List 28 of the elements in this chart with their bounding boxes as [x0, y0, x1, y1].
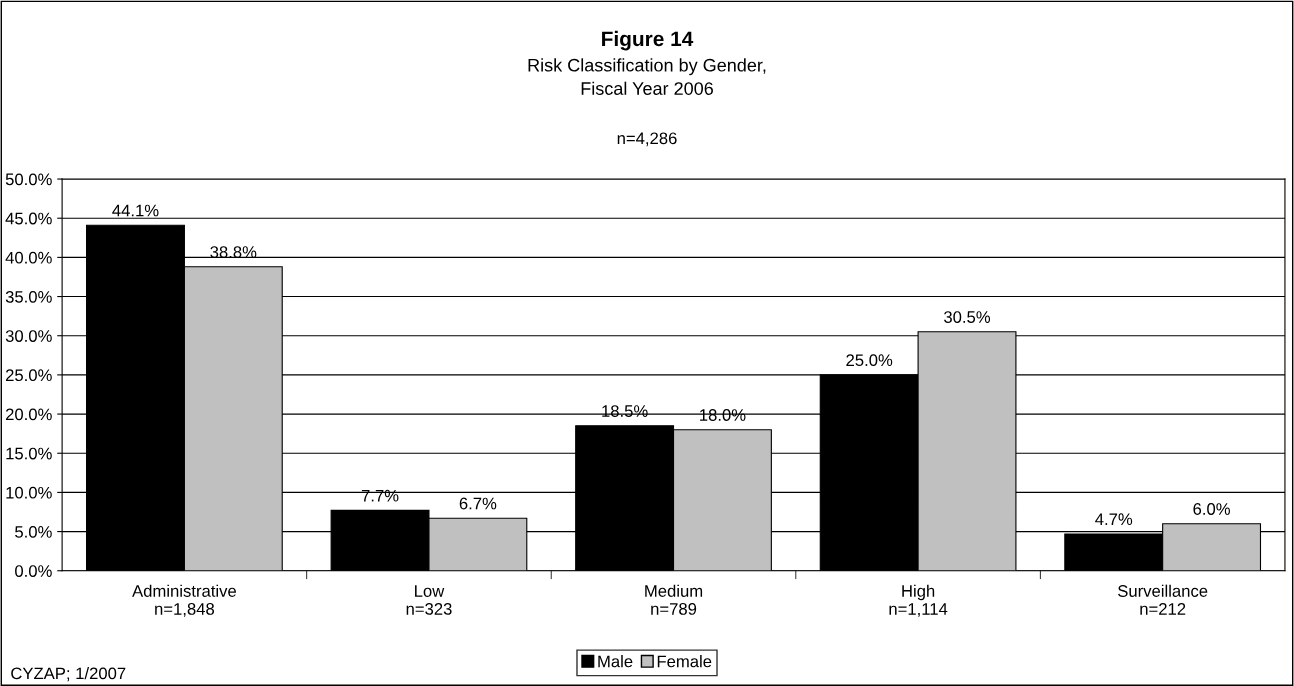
- data-label: 6.7%: [459, 497, 497, 510]
- y-tick-label: 10.0%: [6, 486, 52, 499]
- data-label: 6.0%: [1193, 503, 1230, 515]
- x-tick-label: Medium n=789: [645, 584, 703, 615]
- legend-label: Female: [657, 655, 712, 668]
- y-tick-label: 50.0%: [5, 173, 52, 186]
- x-tick-label: Administrative n=1,848: [132, 584, 236, 617]
- y-tick-label: 35.0%: [5, 290, 52, 303]
- chart-title: Figure 14: [602, 30, 694, 51]
- data-label: 4.7%: [1095, 513, 1133, 526]
- data-label: 25.0%: [846, 354, 893, 367]
- x-tick-label: Low n=323: [406, 585, 452, 615]
- y-tick-label: 20.0%: [5, 408, 52, 421]
- y-tick-label: 0.0%: [15, 565, 52, 577]
- x-tick-label: Surveillance n=212: [1118, 584, 1208, 615]
- chart-subtitle: Risk Classification by Gender, Fiscal Year 2006: [528, 58, 766, 95]
- data-label: 30.5%: [944, 311, 991, 323]
- text: n=4,286: [617, 132, 677, 147]
- data-label: 44.1%: [112, 204, 159, 217]
- y-tick-label: 5.0%: [15, 525, 52, 538]
- legend-label: Male: [598, 655, 633, 668]
- y-tick-label: 15.0%: [6, 447, 52, 460]
- text: CYZAP; 1/2007: [11, 667, 126, 682]
- x-tick-label: High n=1,114: [889, 584, 948, 617]
- y-tick-label: 45.0%: [5, 212, 52, 225]
- y-tick-label: 40.0%: [5, 251, 52, 264]
- y-tick-label: 25.0%: [5, 369, 52, 382]
- y-tick-label: 30.0%: [5, 330, 52, 342]
